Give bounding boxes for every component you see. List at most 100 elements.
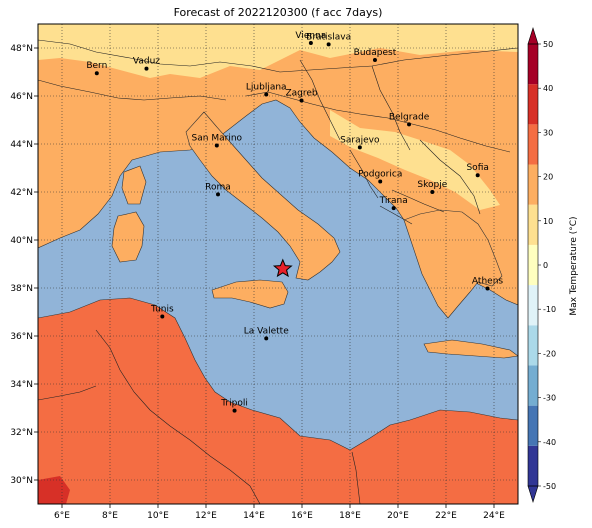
colorbar-tick-label: 30 — [543, 128, 553, 137]
colorbar-segment — [528, 325, 538, 366]
y-tick-label: 30°N — [10, 476, 33, 486]
city-label: Podgorica — [358, 169, 402, 179]
colorbar-segment — [528, 204, 538, 245]
x-tick-label: 22°E — [435, 511, 457, 521]
colorbar-segment — [528, 124, 538, 165]
y-tick-label: 42°N — [10, 188, 33, 198]
x-axis: 6°E 8°E 10°E 12°E 14°E 16°E 18°E 20°E 22°E 24°E — [54, 504, 505, 521]
y-tick-label: 46°N — [10, 92, 33, 102]
city-label: Roma — [205, 182, 231, 192]
map-gridlines — [38, 24, 518, 504]
city-dot — [485, 286, 490, 291]
x-tick-label: 8°E — [102, 511, 118, 521]
x-tick-label: 24°E — [483, 511, 505, 521]
city-label: Skopje — [417, 180, 447, 190]
city-dot — [232, 408, 237, 413]
map-frame — [37, 23, 519, 505]
colorbar-extend-min — [527, 485, 539, 504]
city-label: Ljubljana — [246, 83, 287, 93]
colorbar-label: Max Temperature (°C) — [569, 216, 579, 315]
city-label: Tirana — [379, 196, 408, 206]
y-tick-label: 40°N — [10, 236, 33, 246]
colorbar-tick-label: -10 — [543, 305, 556, 314]
colorbar-segment — [528, 44, 538, 85]
city-dot — [430, 190, 435, 194]
city-label: Bratislava — [306, 32, 351, 42]
city-dot — [326, 42, 331, 47]
colorbar-segment — [528, 445, 538, 486]
x-tick-label: 16°E — [291, 511, 313, 521]
colorbar-tick-label: -40 — [543, 438, 556, 447]
map-title: Forecast of 2022120300 (f acc 7days) — [173, 6, 383, 19]
city-label: Zagreb — [285, 89, 317, 99]
city-label: Vaduz — [133, 57, 160, 67]
x-tick-label: 20°E — [387, 511, 409, 521]
y-tick-label: 44°N — [10, 140, 33, 150]
city-dot — [94, 71, 99, 76]
x-tick-label: 10°E — [147, 511, 169, 521]
x-tick-label: 18°E — [339, 511, 361, 521]
city-dot — [216, 192, 220, 197]
city-label: Vienna — [295, 31, 326, 41]
city-dot — [264, 336, 269, 341]
cool-region-north — [38, 24, 518, 78]
x-tick-label: 6°E — [54, 511, 70, 521]
colorbar-tick-label: 10 — [543, 217, 553, 226]
y-axis: 30°N 32°N 34°N 36°N 38°N 40°N 42°N 44°N 46°N 48°N — [10, 44, 38, 486]
y-tick-label: 32°N — [10, 428, 33, 438]
colorbar-segment — [528, 244, 538, 286]
sardinia-island — [111, 211, 145, 263]
city-dot — [391, 206, 396, 211]
y-tick-label: 48°N — [10, 44, 33, 54]
x-tick-label: 12°E — [195, 511, 217, 521]
colorbar-tick-label: 40 — [543, 84, 553, 93]
city-label: Belgrade — [389, 112, 430, 122]
crete-island — [423, 339, 518, 359]
colorbar-tick-label: 0 — [543, 261, 548, 270]
city-dot — [299, 98, 304, 103]
city-dot — [308, 40, 313, 45]
city-label: San Marino — [192, 133, 243, 143]
city-label: Sofia — [466, 163, 488, 173]
event-marker — [272, 258, 293, 278]
colorbar-segment — [528, 285, 538, 326]
colorbar-segment — [528, 405, 538, 446]
colorbar-segment — [528, 164, 538, 205]
cool-region-balkans — [330, 110, 500, 210]
city-dot — [378, 179, 383, 184]
city-dot — [144, 66, 149, 71]
colorbar: -50 -40 -30 -20 -10 0 10 20 30 40 50 — [527, 26, 556, 504]
colorbar-extend-max — [527, 26, 539, 45]
city-dot — [357, 145, 362, 150]
city-dot — [214, 143, 219, 148]
city-label: Sarajevo — [340, 135, 380, 145]
map-field — [38, 24, 518, 504]
colorbar-segment — [528, 84, 538, 125]
colorbar-tick-label: -30 — [543, 394, 556, 403]
city-dot — [372, 58, 377, 62]
colorbar-tick-label: -50 — [543, 482, 556, 491]
city-label: Bern — [86, 61, 107, 71]
colorbar-segment — [528, 365, 538, 406]
colorbar-tick-label: -20 — [543, 349, 556, 358]
star-marker — [272, 258, 293, 278]
city-label: Athens — [472, 276, 503, 286]
city-label: La Valette — [244, 326, 289, 336]
y-tick-label: 34°N — [10, 380, 33, 390]
city-dot — [475, 173, 480, 178]
corsica-island — [121, 165, 147, 205]
city-label: Tripoli — [220, 399, 248, 409]
y-tick-label: 38°N — [10, 284, 33, 294]
colorbar-tick-label: 20 — [543, 173, 553, 182]
city-label: Budapest — [354, 48, 397, 58]
y-tick-label: 36°N — [10, 332, 33, 342]
colorbar-tick-label: 50 — [543, 40, 553, 49]
italy-landmass — [185, 111, 341, 281]
city-dot — [407, 122, 412, 127]
city-dot — [264, 92, 269, 97]
country-borders — [38, 39, 518, 504]
city-dot — [160, 314, 165, 319]
sicily-island — [211, 279, 289, 309]
